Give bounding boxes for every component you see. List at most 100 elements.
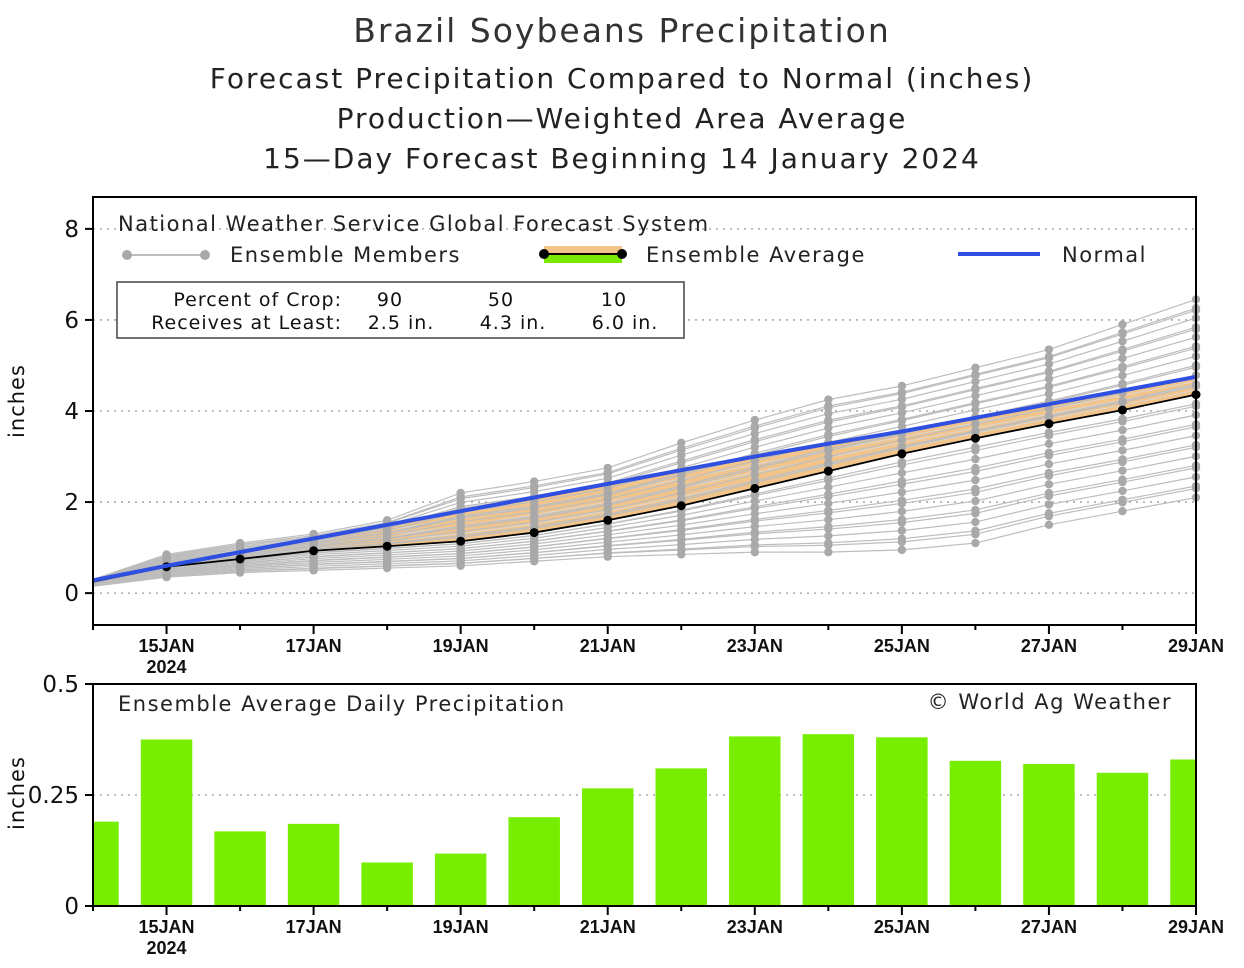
ensemble-member-point	[750, 415, 759, 425]
ensemble-member-point	[1118, 455, 1127, 464]
ensemble-member-point	[1044, 488, 1054, 498]
ensemble-member-point	[1044, 480, 1054, 489]
bottom-chart-title: Ensemble Average Daily Precipitation	[118, 692, 566, 716]
crop-row1-label: Percent of Crop:	[173, 289, 342, 311]
ensemble-member-point	[971, 526, 980, 536]
daily-precip-bar	[876, 737, 928, 906]
ensemble-member-point	[677, 438, 686, 448]
ensemble-member-point	[824, 401, 833, 411]
ensemble-member-point	[971, 384, 980, 393]
ensemble-member-point	[897, 435, 907, 445]
x-tick-label: 23JAN	[727, 636, 783, 656]
ensemble-member-point	[897, 401, 907, 410]
ensemble-member-line	[92, 444, 1197, 585]
ensemble-member-point	[1118, 396, 1127, 406]
ensemble-member-point	[1044, 459, 1054, 469]
ensemble-member-line	[92, 374, 1197, 582]
ensemble-member-point	[1044, 411, 1054, 421]
ensemble-member-point	[824, 531, 833, 541]
ensemble-member-line	[92, 464, 1197, 586]
ensemble-average-point	[456, 536, 466, 546]
ensemble-member-point	[824, 538, 833, 548]
ensemble-average-point	[970, 433, 980, 443]
daily-precip-bar	[729, 736, 781, 906]
legend-average-swatch	[539, 246, 627, 263]
x-tick-label: 19JAN	[433, 917, 489, 937]
crop-amount-50: 4.3 in.	[480, 312, 547, 334]
ensemble-member-point	[897, 415, 907, 424]
ensemble-member-point	[1118, 371, 1127, 380]
ensemble-member-point	[971, 377, 980, 386]
y-tick-label: 0.25	[28, 783, 79, 809]
ensemble-member-point	[971, 391, 980, 400]
ensemble-member-line	[92, 423, 1197, 584]
ensemble-member-line	[92, 326, 1197, 581]
ensemble-member-point	[1044, 439, 1054, 449]
ensemble-member-point	[824, 416, 833, 425]
ensemble-member-point	[1118, 425, 1127, 435]
ensemble-member-point	[824, 499, 833, 508]
ensemble-average-line	[92, 393, 1197, 583]
ensemble-member-point	[971, 517, 980, 527]
ensemble-member-point	[1118, 475, 1127, 484]
ensemble-member-point	[971, 426, 980, 435]
ensemble-member-point	[1118, 495, 1127, 504]
y-tick-label: 0.5	[42, 672, 79, 698]
x-tick-label: 15JAN	[139, 917, 195, 937]
ensemble-member-point	[824, 430, 833, 439]
x-tick-label: 21JAN	[580, 636, 636, 656]
daily-precip-bar	[802, 734, 855, 906]
ensemble-member-point	[1044, 367, 1054, 376]
ensemble-member-point	[824, 395, 833, 404]
crop-row2-label: Receives at Least:	[151, 312, 342, 334]
ensemble-member-point	[897, 545, 907, 555]
ensemble-member-point	[824, 522, 833, 531]
ensemble-member-point	[1044, 428, 1054, 437]
crop-percent-90: 90	[377, 289, 403, 311]
legend-model-name: National Weather Service Global Forecast…	[118, 212, 710, 236]
ensemble-member-point	[824, 458, 833, 468]
ensemble-member-point	[1118, 446, 1127, 455]
ensemble-member-point	[971, 363, 980, 372]
ensemble-member-point	[1118, 320, 1127, 329]
ensemble-member-point	[1044, 468, 1054, 478]
y-tick-label: 6	[64, 308, 79, 334]
x-tick-year-label: 2024	[147, 657, 187, 677]
x-tick-label: 25JAN	[874, 636, 930, 656]
ensemble-member-point	[897, 381, 907, 391]
ensemble-member-point	[897, 408, 907, 418]
ensemble-member-point	[1118, 354, 1127, 363]
ensemble-member-point	[971, 496, 980, 506]
x-tick-label: 29JAN	[1168, 636, 1224, 656]
ensemble-member-point	[235, 538, 245, 548]
ensemble-member-point	[1044, 352, 1054, 361]
daily-precip-bar	[655, 768, 708, 906]
x-tick-label: 27JAN	[1021, 917, 1077, 937]
ensemble-average-point	[750, 483, 760, 493]
ensemble-member-point	[1044, 500, 1054, 509]
ensemble-member-point	[1044, 509, 1054, 518]
ensemble-member-line	[92, 364, 1197, 582]
ensemble-member-point	[971, 538, 980, 548]
legend-normal-label: Normal	[1062, 243, 1147, 267]
ensemble-member-point	[824, 515, 833, 524]
bottom-y-axis: 0 0.25 0.5	[28, 672, 93, 920]
top-y-axis-label: inches	[5, 364, 29, 438]
ensemble-member-point	[824, 473, 833, 483]
x-tick-label: 25JAN	[874, 917, 930, 937]
x-tick-label: 27JAN	[1021, 636, 1077, 656]
x-tick-year-label: 2024	[147, 938, 187, 958]
ensemble-average-point	[529, 528, 539, 538]
ensemble-average-point	[235, 554, 245, 564]
normal-line	[92, 374, 1197, 583]
ensemble-member-point	[1118, 434, 1127, 444]
ensemble-member-point	[824, 452, 833, 461]
crop-percent-10: 10	[601, 289, 627, 311]
ensemble-member-point	[750, 476, 759, 485]
ensemble-member-point	[897, 534, 907, 543]
ensemble-member-point	[1118, 362, 1127, 371]
